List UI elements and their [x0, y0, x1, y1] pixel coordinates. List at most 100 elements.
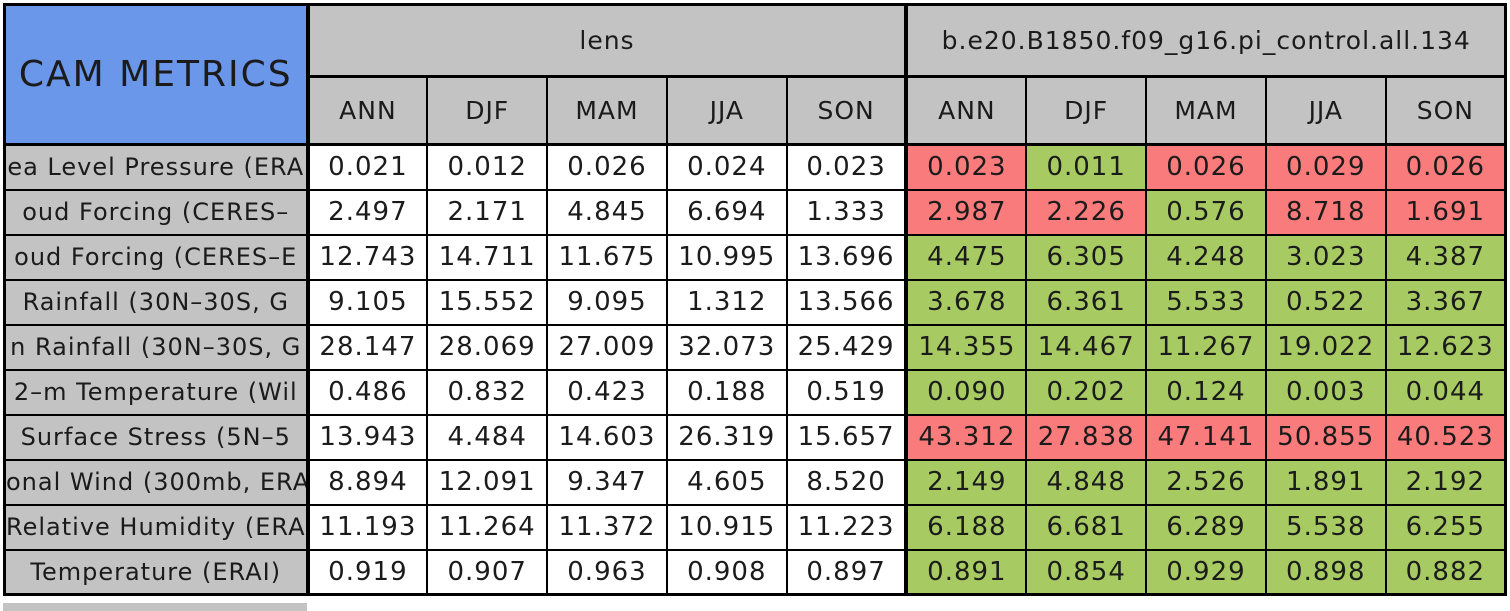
lens-value: 15.657 — [785, 413, 908, 461]
lens-value: 13.943 — [305, 413, 429, 461]
model-value: 12.623 — [1384, 323, 1507, 371]
label-column-gray-strip — [3, 603, 307, 611]
model-value: 2.526 — [1145, 458, 1267, 506]
lens-value: 0.907 — [426, 548, 549, 596]
model-value: 4.387 — [1384, 233, 1507, 281]
model-value: 0.011 — [1025, 143, 1148, 191]
model-value: 0.044 — [1384, 368, 1507, 416]
table-row: Surface Stress (5N–5 13.943 4.484 14.603… — [3, 413, 1507, 461]
model-value: 5.538 — [1264, 503, 1387, 551]
lens-value: 0.024 — [665, 143, 788, 191]
table-row: oud Forcing (CERES– 2.497 2.171 4.845 6.… — [3, 188, 1507, 236]
lens-value: 14.603 — [546, 413, 668, 461]
model-value: 0.576 — [1145, 188, 1267, 236]
model-value: 27.838 — [1025, 413, 1148, 461]
model-value: 0.029 — [1264, 143, 1387, 191]
table-title: CAM METRICS — [3, 3, 309, 146]
model-value: 6.305 — [1025, 233, 1148, 281]
lens-value: 4.605 — [665, 458, 788, 506]
model-value: 11.267 — [1145, 323, 1267, 371]
model-value: 6.361 — [1025, 278, 1148, 326]
table-row: onal Wind (300mb, ERA 8.894 12.091 9.347… — [3, 458, 1507, 506]
lens-value: 4.845 — [546, 188, 668, 236]
lens-value: 13.566 — [785, 278, 908, 326]
season-header-model-ann: ANN — [904, 75, 1028, 146]
lens-value: 4.484 — [426, 413, 549, 461]
lens-value: 1.312 — [665, 278, 788, 326]
model-value: 2.226 — [1025, 188, 1148, 236]
lens-value: 14.711 — [426, 233, 549, 281]
model-value: 5.533 — [1145, 278, 1267, 326]
model-value: 4.248 — [1145, 233, 1267, 281]
model-value: 6.255 — [1384, 503, 1507, 551]
metric-label: onal Wind (300mb, ERA — [3, 458, 309, 506]
model-value: 0.929 — [1145, 548, 1267, 596]
lens-value: 0.908 — [665, 548, 788, 596]
lens-value: 6.694 — [665, 188, 788, 236]
lens-value: 0.832 — [426, 368, 549, 416]
season-header-row: ANN DJF MAM JJA SON ANN DJF MAM JJA SON — [5, 75, 1507, 146]
lens-value: 27.009 — [546, 323, 668, 371]
model-value: 6.289 — [1145, 503, 1267, 551]
model-value: 47.141 — [1145, 413, 1267, 461]
metric-label: oud Forcing (CERES– — [3, 188, 309, 236]
model-value: 0.898 — [1264, 548, 1387, 596]
model-value: 1.691 — [1384, 188, 1507, 236]
metric-label: Temperature (ERAI) — [3, 548, 309, 596]
model-value: 6.681 — [1025, 503, 1148, 551]
table-row: ea Level Pressure (ERA 0.021 0.012 0.026… — [3, 143, 1507, 191]
model-value: 0.124 — [1145, 368, 1267, 416]
lens-value: 25.429 — [785, 323, 908, 371]
model-value: 0.522 — [1264, 278, 1387, 326]
lens-value: 12.091 — [426, 458, 549, 506]
lens-value: 0.919 — [305, 548, 429, 596]
model-value: 0.854 — [1025, 548, 1148, 596]
cam-metrics-table: CAM METRICS lens b.e20.B1850.f09_g16.pi_… — [0, 3, 1510, 611]
lens-value: 0.026 — [546, 143, 668, 191]
table-row: n Rainfall (30N–30S, G 28.147 28.069 27.… — [3, 323, 1507, 371]
lens-value: 0.012 — [426, 143, 549, 191]
lens-value: 0.021 — [305, 143, 429, 191]
model-value: 0.090 — [904, 368, 1028, 416]
lens-value: 8.894 — [305, 458, 429, 506]
table-row: 2–m Temperature (Wil 0.486 0.832 0.423 0… — [3, 368, 1507, 416]
lens-value: 2.171 — [426, 188, 549, 236]
lens-value: 0.486 — [305, 368, 429, 416]
table-row: Rainfall (30N–30S, G 9.105 15.552 9.095 … — [3, 278, 1507, 326]
model-value: 2.987 — [904, 188, 1028, 236]
season-header-model-mam: MAM — [1145, 75, 1267, 146]
model-value: 0.003 — [1264, 368, 1387, 416]
metric-label: Surface Stress (5N–5 — [3, 413, 309, 461]
model-value: 3.367 — [1384, 278, 1507, 326]
metric-label: oud Forcing (CERES–E — [3, 233, 309, 281]
season-header-model-djf: DJF — [1025, 75, 1148, 146]
season-header-model-jja: JJA — [1264, 75, 1387, 146]
lens-value: 0.423 — [546, 368, 668, 416]
lens-value: 0.519 — [785, 368, 908, 416]
season-header-lens-jja: JJA — [665, 75, 788, 146]
lens-value: 28.147 — [305, 323, 429, 371]
model-value: 0.882 — [1384, 548, 1507, 596]
model-value: 2.192 — [1384, 458, 1507, 506]
lens-value: 0.963 — [546, 548, 668, 596]
lens-value: 11.264 — [426, 503, 549, 551]
lens-value: 26.319 — [665, 413, 788, 461]
metric-label: Relative Humidity (ERAI — [3, 503, 309, 551]
model-value: 3.678 — [904, 278, 1028, 326]
metric-label: 2–m Temperature (Wil — [3, 368, 309, 416]
model-value: 43.312 — [904, 413, 1028, 461]
lens-value: 11.193 — [305, 503, 429, 551]
metrics-table: CAM METRICS lens b.e20.B1850.f09_g16.pi_… — [3, 3, 1507, 596]
model-value: 8.718 — [1264, 188, 1387, 236]
metric-label: ea Level Pressure (ERA — [3, 143, 309, 191]
model-value: 0.023 — [904, 143, 1028, 191]
lens-value: 11.675 — [546, 233, 668, 281]
model-value: 4.848 — [1025, 458, 1148, 506]
model-value: 40.523 — [1384, 413, 1507, 461]
metric-label: n Rainfall (30N–30S, G — [3, 323, 309, 371]
lens-value: 32.073 — [665, 323, 788, 371]
season-header-lens-djf: DJF — [426, 75, 549, 146]
model-value: 1.891 — [1264, 458, 1387, 506]
lens-value: 10.915 — [665, 503, 788, 551]
model-value: 0.026 — [1145, 143, 1267, 191]
